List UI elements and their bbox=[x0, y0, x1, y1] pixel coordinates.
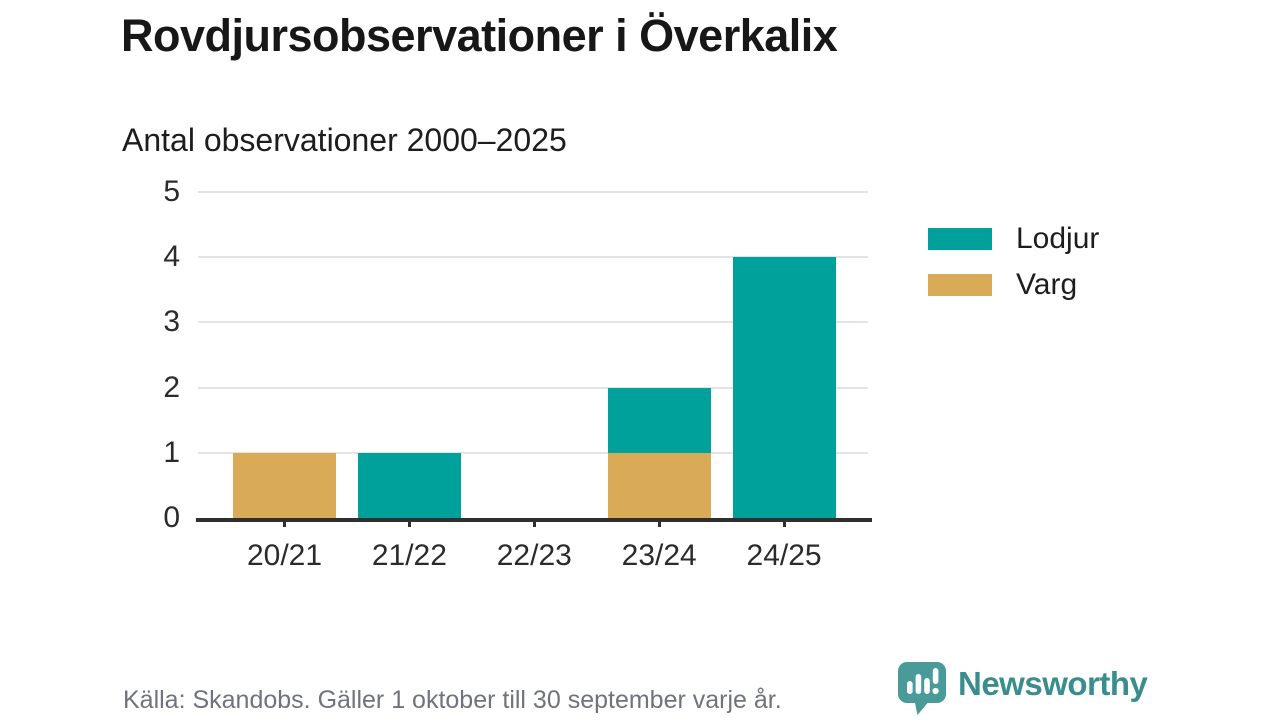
y-tick-label: 0 bbox=[163, 501, 180, 534]
y-tick-label: 2 bbox=[163, 370, 180, 404]
x-axis-tick bbox=[407, 518, 411, 527]
gridline bbox=[198, 451, 868, 454]
legend-item: Varg bbox=[928, 270, 1099, 300]
x-axis-tick bbox=[283, 518, 286, 527]
chart-subtitle: Antal observationer 2000–2025 bbox=[122, 122, 567, 158]
bar-segment-lodjur bbox=[607, 387, 711, 453]
x-axis-tick bbox=[782, 518, 786, 527]
source-note: Källa: Skandobs. Gäller 1 oktober till 3… bbox=[123, 686, 782, 714]
x-axis-tick bbox=[532, 518, 536, 527]
plot-area: 0 1 2 3 4 5 20/21 21/22 22/23 23/24 24/25 bbox=[163, 177, 872, 572]
gridline bbox=[198, 321, 868, 324]
legend-swatch-lodjur bbox=[928, 228, 992, 250]
legend: Lodjur Varg bbox=[928, 224, 1099, 316]
bar-segment-lodjur bbox=[357, 452, 461, 518]
chart-title: Rovdjursobservationer i Överkalix bbox=[121, 10, 838, 61]
x-tick-label: 23/24 bbox=[621, 539, 697, 572]
y-tick-label: 4 bbox=[163, 240, 180, 274]
newsworthy-speech-bubble-chart-icon bbox=[897, 661, 948, 716]
newsworthy-logo[interactable]: Newsworthy bbox=[897, 661, 1148, 716]
bar-segment-varg bbox=[233, 452, 336, 518]
gridline bbox=[198, 191, 868, 193]
x-axis-tick bbox=[657, 518, 661, 527]
x-tick-label: 21/22 bbox=[371, 539, 447, 572]
gridline bbox=[198, 386, 868, 389]
bar-segment-lodjur bbox=[732, 257, 836, 518]
y-tick-label: 3 bbox=[163, 305, 180, 339]
gridline bbox=[198, 256, 868, 259]
y-tick-label: 1 bbox=[163, 435, 180, 469]
legend-swatch-varg bbox=[928, 274, 992, 296]
x-tick-label: 20/21 bbox=[246, 539, 323, 572]
legend-label: Varg bbox=[1016, 268, 1078, 301]
x-tick-label: 24/25 bbox=[746, 539, 822, 572]
newsworthy-wordmark: Newsworthy bbox=[958, 664, 1148, 702]
y-tick-label: 5 bbox=[163, 175, 180, 208]
legend-label: Lodjur bbox=[1016, 222, 1100, 255]
legend-item: Lodjur bbox=[928, 224, 1099, 254]
x-tick-label: 22/23 bbox=[496, 539, 572, 572]
bar-segment-varg bbox=[607, 452, 711, 518]
